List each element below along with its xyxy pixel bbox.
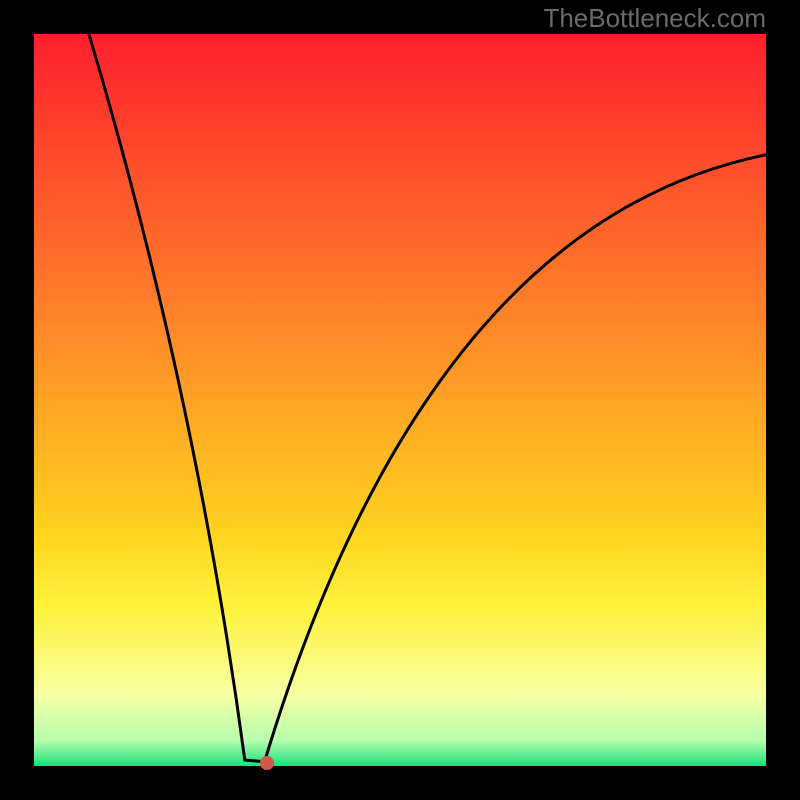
chart-frame: TheBottleneck.com	[0, 0, 800, 800]
optimal-marker	[260, 756, 274, 770]
bottleneck-curve	[0, 0, 800, 800]
